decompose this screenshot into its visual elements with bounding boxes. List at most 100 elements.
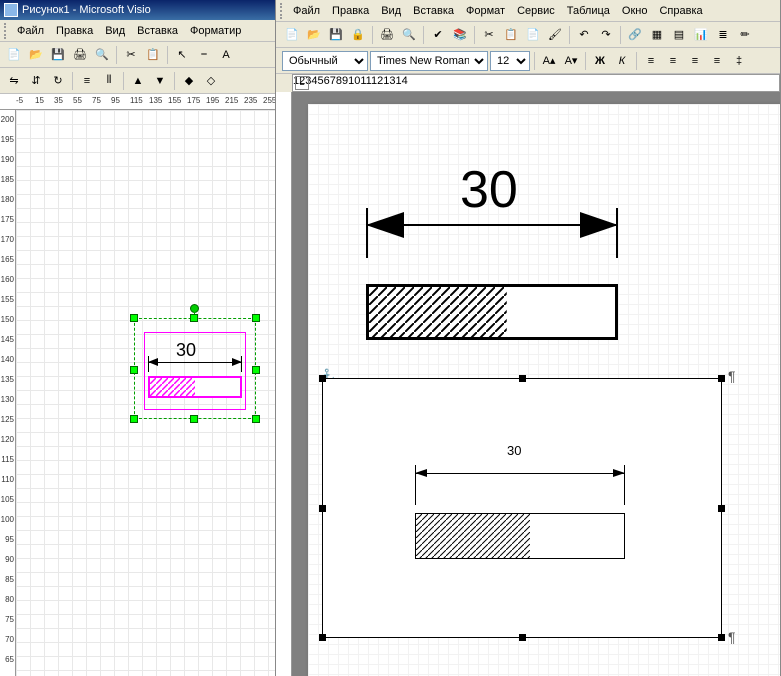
align-left-icon[interactable]: ≡ [641,51,661,71]
menu-file[interactable]: Файл [287,3,326,19]
menu-window[interactable]: Окно [616,3,654,19]
align-icon[interactable]: ≡ [77,71,97,91]
menu-format[interactable]: Формат [460,3,511,19]
menu-edit[interactable]: Правка [50,23,99,39]
resize-handle[interactable] [130,314,138,322]
menu-insert[interactable]: Вставка [407,3,460,19]
flip-v-icon[interactable]: ⇵ [26,71,46,91]
shape-icon[interactable]: ▼ [150,71,170,91]
visio-selected-shape[interactable]: 30 [134,304,256,419]
print-icon[interactable]: 🖨 [70,45,90,65]
menu-view[interactable]: Вид [99,23,131,39]
menu-format[interactable]: Форматир [184,23,247,39]
shape-icon[interactable]: ◇ [201,71,221,91]
cut-icon[interactable]: ✂ [121,45,141,65]
resize-handle[interactable] [190,314,198,322]
resize-handle[interactable] [252,366,260,374]
excel-icon[interactable]: 📊 [691,25,711,45]
research-icon[interactable]: 📚 [450,25,470,45]
drawing-icon[interactable]: ✏ [735,25,755,45]
word-canvas-area[interactable]: 30 ⚓ ¶ ¶ [292,92,780,676]
line-spacing-icon[interactable]: ‡ [729,51,749,71]
pointer-icon[interactable]: ↖ [172,45,192,65]
shape-rectangle[interactable] [366,284,618,340]
visio-titlebar[interactable]: Рисунок1 - Microsoft Visio [0,0,275,20]
resize-handle[interactable] [319,505,326,512]
permission-icon[interactable]: 🔒 [348,25,368,45]
word-page[interactable]: 30 ⚓ ¶ ¶ [308,104,780,676]
word-ruler-horizontal[interactable]: L 1234567891011121314 [292,74,780,92]
copy-icon[interactable]: 📋 [501,25,521,45]
menu-insert[interactable]: Вставка [131,23,184,39]
save-icon[interactable]: 💾 [48,45,68,65]
tab-selector[interactable]: L [295,76,309,90]
menu-service[interactable]: Сервис [511,3,561,19]
menu-help[interactable]: Справка [653,3,708,19]
resize-handle[interactable] [130,366,138,374]
resize-handle[interactable] [190,415,198,423]
resize-handle[interactable] [718,375,725,382]
shape-rectangle[interactable] [415,513,625,559]
word-ruler-vertical[interactable] [276,92,292,676]
visio-canvas[interactable]: 30 [16,110,275,676]
cut-icon[interactable]: ✂ [479,25,499,45]
print-icon[interactable]: 🖨 [377,25,397,45]
connector-icon[interactable]: ⎯ [194,45,214,65]
resize-handle[interactable] [319,375,326,382]
menu-file[interactable]: Файл [11,23,50,39]
grip-icon[interactable] [4,23,7,39]
redo-icon[interactable]: ↷ [596,25,616,45]
copy-icon[interactable]: 📋 [143,45,163,65]
resize-handle[interactable] [519,634,526,641]
resize-handle[interactable] [130,415,138,423]
grip-icon[interactable] [280,3,283,19]
word-drawing-canvas[interactable]: 30 [322,378,722,638]
open-icon[interactable]: 📂 [304,25,324,45]
resize-handle[interactable] [252,314,260,322]
resize-handle[interactable] [718,634,725,641]
preview-icon[interactable]: 🔍 [92,45,112,65]
paste-icon[interactable]: 📄 [523,25,543,45]
resize-handle[interactable] [718,505,725,512]
dimension-line [415,473,625,474]
save-icon[interactable]: 💾 [326,25,346,45]
insert-table-icon[interactable]: ▤ [669,25,689,45]
font-size-selector[interactable]: 12 [490,51,530,71]
flip-h-icon[interactable]: ⇋ [4,71,24,91]
menu-edit[interactable]: Правка [326,3,375,19]
rotate-icon[interactable]: ↻ [48,71,68,91]
tables-icon[interactable]: ▦ [647,25,667,45]
resize-handle[interactable] [319,634,326,641]
open-icon[interactable]: 📂 [26,45,46,65]
distribute-icon[interactable]: ⦀ [99,71,119,91]
menu-table[interactable]: Таблица [561,3,616,19]
align-center-icon[interactable]: ≡ [663,51,683,71]
resize-handle[interactable] [519,375,526,382]
text-icon[interactable]: A [216,45,236,65]
bold-icon[interactable]: Ж [590,51,610,71]
spellcheck-icon[interactable]: ✔ [428,25,448,45]
justify-icon[interactable]: ≡ [707,51,727,71]
menu-view[interactable]: Вид [375,3,407,19]
shape-icon[interactable]: ◆ [179,71,199,91]
italic-icon[interactable]: К [612,51,632,71]
visio-ruler-vertical[interactable]: 2001951901851801751701651601551501451401… [0,110,16,676]
word-shape-large[interactable]: 30 [352,160,632,360]
columns-icon[interactable]: ≣ [713,25,733,45]
format-painter-icon[interactable]: 🖌 [545,25,565,45]
grow-font-icon[interactable]: A▴ [539,51,559,71]
font-selector[interactable]: Times New Roman [370,51,488,71]
style-selector[interactable]: Обычный [282,51,368,71]
new-icon[interactable]: 📄 [4,45,24,65]
shrink-font-icon[interactable]: A▾ [561,51,581,71]
shape-icon[interactable]: ▲ [128,71,148,91]
new-icon[interactable]: 📄 [282,25,302,45]
visio-ruler-horizontal[interactable]: -51535557595115135155175195215235255 [0,94,275,110]
word-shape-small[interactable]: 30 [415,443,625,583]
preview-icon[interactable]: 🔍 [399,25,419,45]
hyperlink-icon[interactable]: 🔗 [625,25,645,45]
align-right-icon[interactable]: ≡ [685,51,705,71]
resize-handle[interactable] [252,415,260,423]
shape-rectangle[interactable] [148,376,242,398]
undo-icon[interactable]: ↶ [574,25,594,45]
